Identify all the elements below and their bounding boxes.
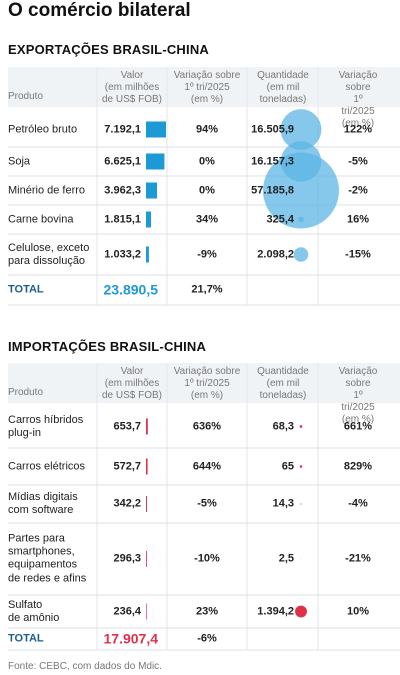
column-header: Valor (em milhões de US$ FOB) <box>101 366 163 401</box>
change-value: -10% <box>194 552 220 565</box>
value-label: 7.192,1 <box>104 122 141 135</box>
quantity-label: 14,3 <box>272 497 294 510</box>
quantity-bubble <box>298 216 304 223</box>
quantity-bubble <box>263 152 339 229</box>
change-quantity: -5% <box>348 154 368 167</box>
value-bar <box>146 121 166 138</box>
change-quantity: 10% <box>346 604 370 617</box>
value-label: 236,4 <box>113 604 141 617</box>
value-bar <box>146 182 158 199</box>
quantity-label: 16.157,3 <box>251 154 294 167</box>
value-bar <box>146 418 148 435</box>
change-quantity: 16% <box>346 212 370 225</box>
quantity-bubble <box>293 247 309 262</box>
quantity-label: 325,4 <box>266 212 294 225</box>
column-header: Produto <box>8 387 44 398</box>
source: Fonte: CEBC, com dados do Mdic. <box>8 661 162 672</box>
change-quantity: -21% <box>345 552 371 565</box>
total-label: TOTAL <box>8 283 44 296</box>
header-band <box>8 67 400 107</box>
value-bar <box>146 551 147 567</box>
quantity-label: 65 <box>281 459 294 472</box>
product-label: Minério de ferro <box>8 183 86 196</box>
column-header: Quantidade (em mil toneladas) <box>257 366 309 401</box>
change-quantity: -2% <box>348 183 368 196</box>
value-label: 342,2 <box>113 497 141 510</box>
change-quantity: 122% <box>343 122 373 135</box>
value-bar <box>146 603 147 620</box>
quantity-bubble <box>300 503 302 505</box>
value-bar <box>146 211 152 228</box>
value-label: 296,3 <box>113 552 141 565</box>
column-header: Variação sobre 1º tri/2025 (em %) <box>338 70 378 129</box>
quantity-bubble <box>295 605 307 618</box>
column-header: Variação sobre 1º tri/2025 (em %) <box>173 366 241 401</box>
change-value: 0% <box>199 183 215 196</box>
value-label: 653,7 <box>113 419 141 432</box>
product-label: Carros híbridos plug-in <box>8 413 84 439</box>
product-label: Carne bovina <box>8 212 74 225</box>
change-value: 0% <box>199 154 215 167</box>
product-label: Partes para smartphones, equipamentos de… <box>8 532 87 585</box>
total-change: 21,7% <box>191 283 223 296</box>
value-bar <box>146 458 148 475</box>
product-label: Carros elétricos <box>8 459 86 472</box>
quantity-label: 16.505,9 <box>251 122 294 135</box>
quantity-bubble <box>300 558 302 560</box>
value-bar <box>146 496 147 512</box>
column-header: Valor (em milhões de US$ FOB) <box>101 70 163 105</box>
product-label: Sulfato de amônio <box>8 598 60 624</box>
value-bar <box>146 246 149 263</box>
column-header: Produto <box>8 91 44 102</box>
section-heading: IMPORTAÇÕES BRASIL-CHINA <box>8 339 207 355</box>
change-value: 34% <box>195 212 219 225</box>
change-value: -5% <box>197 497 217 510</box>
quantity-label: 2,5 <box>278 552 294 565</box>
quantity-label: 57.185,8 <box>251 183 294 196</box>
value-label: 1.033,2 <box>104 247 141 260</box>
value-bar <box>146 153 165 170</box>
product-label: Mídias digitais com software <box>8 490 78 516</box>
change-quantity: 661% <box>343 419 373 432</box>
column-header: Quantidade (em mil toneladas) <box>257 70 309 105</box>
quantity-label: 2.098,2 <box>257 247 294 260</box>
value-label: 572,7 <box>113 459 141 472</box>
value-label: 6.625,1 <box>104 154 141 167</box>
value-label: 1.815,1 <box>104 212 141 225</box>
section-heading: EXPORTAÇÕES BRASIL-CHINA <box>8 42 210 58</box>
quantity-bubble <box>299 465 303 468</box>
total-value: 17.907,4 <box>103 630 159 647</box>
change-quantity: 829% <box>343 459 373 472</box>
change-quantity: -15% <box>345 247 371 260</box>
product-label: Celulose, exceto para dissolução <box>8 241 90 267</box>
product-label: Soja <box>8 154 31 167</box>
value-label: 3.962,3 <box>104 183 141 196</box>
column-header: Variação sobre 1º tri/2025 (em %) <box>173 70 241 105</box>
change-quantity: -4% <box>348 497 368 510</box>
quantity-label: 68,3 <box>272 419 294 432</box>
quantity-label: 1.394,2 <box>257 604 294 617</box>
total-value: 23.890,5 <box>103 281 159 298</box>
column-header: Variação sobre 1º tri/2025 (em %) <box>338 366 378 425</box>
product-label: Petróleo bruto <box>8 122 78 135</box>
change-value: 94% <box>195 122 219 135</box>
change-value: 644% <box>192 459 222 472</box>
total-change: -6% <box>197 632 217 645</box>
title: O comércio bilateral <box>8 0 191 21</box>
change-value: 23% <box>195 604 219 617</box>
total-label: TOTAL <box>8 632 44 645</box>
change-value: 636% <box>192 419 222 432</box>
change-value: -9% <box>197 247 217 260</box>
quantity-bubble <box>299 425 303 428</box>
header-band <box>8 363 400 403</box>
quantity-bubble <box>280 109 322 150</box>
